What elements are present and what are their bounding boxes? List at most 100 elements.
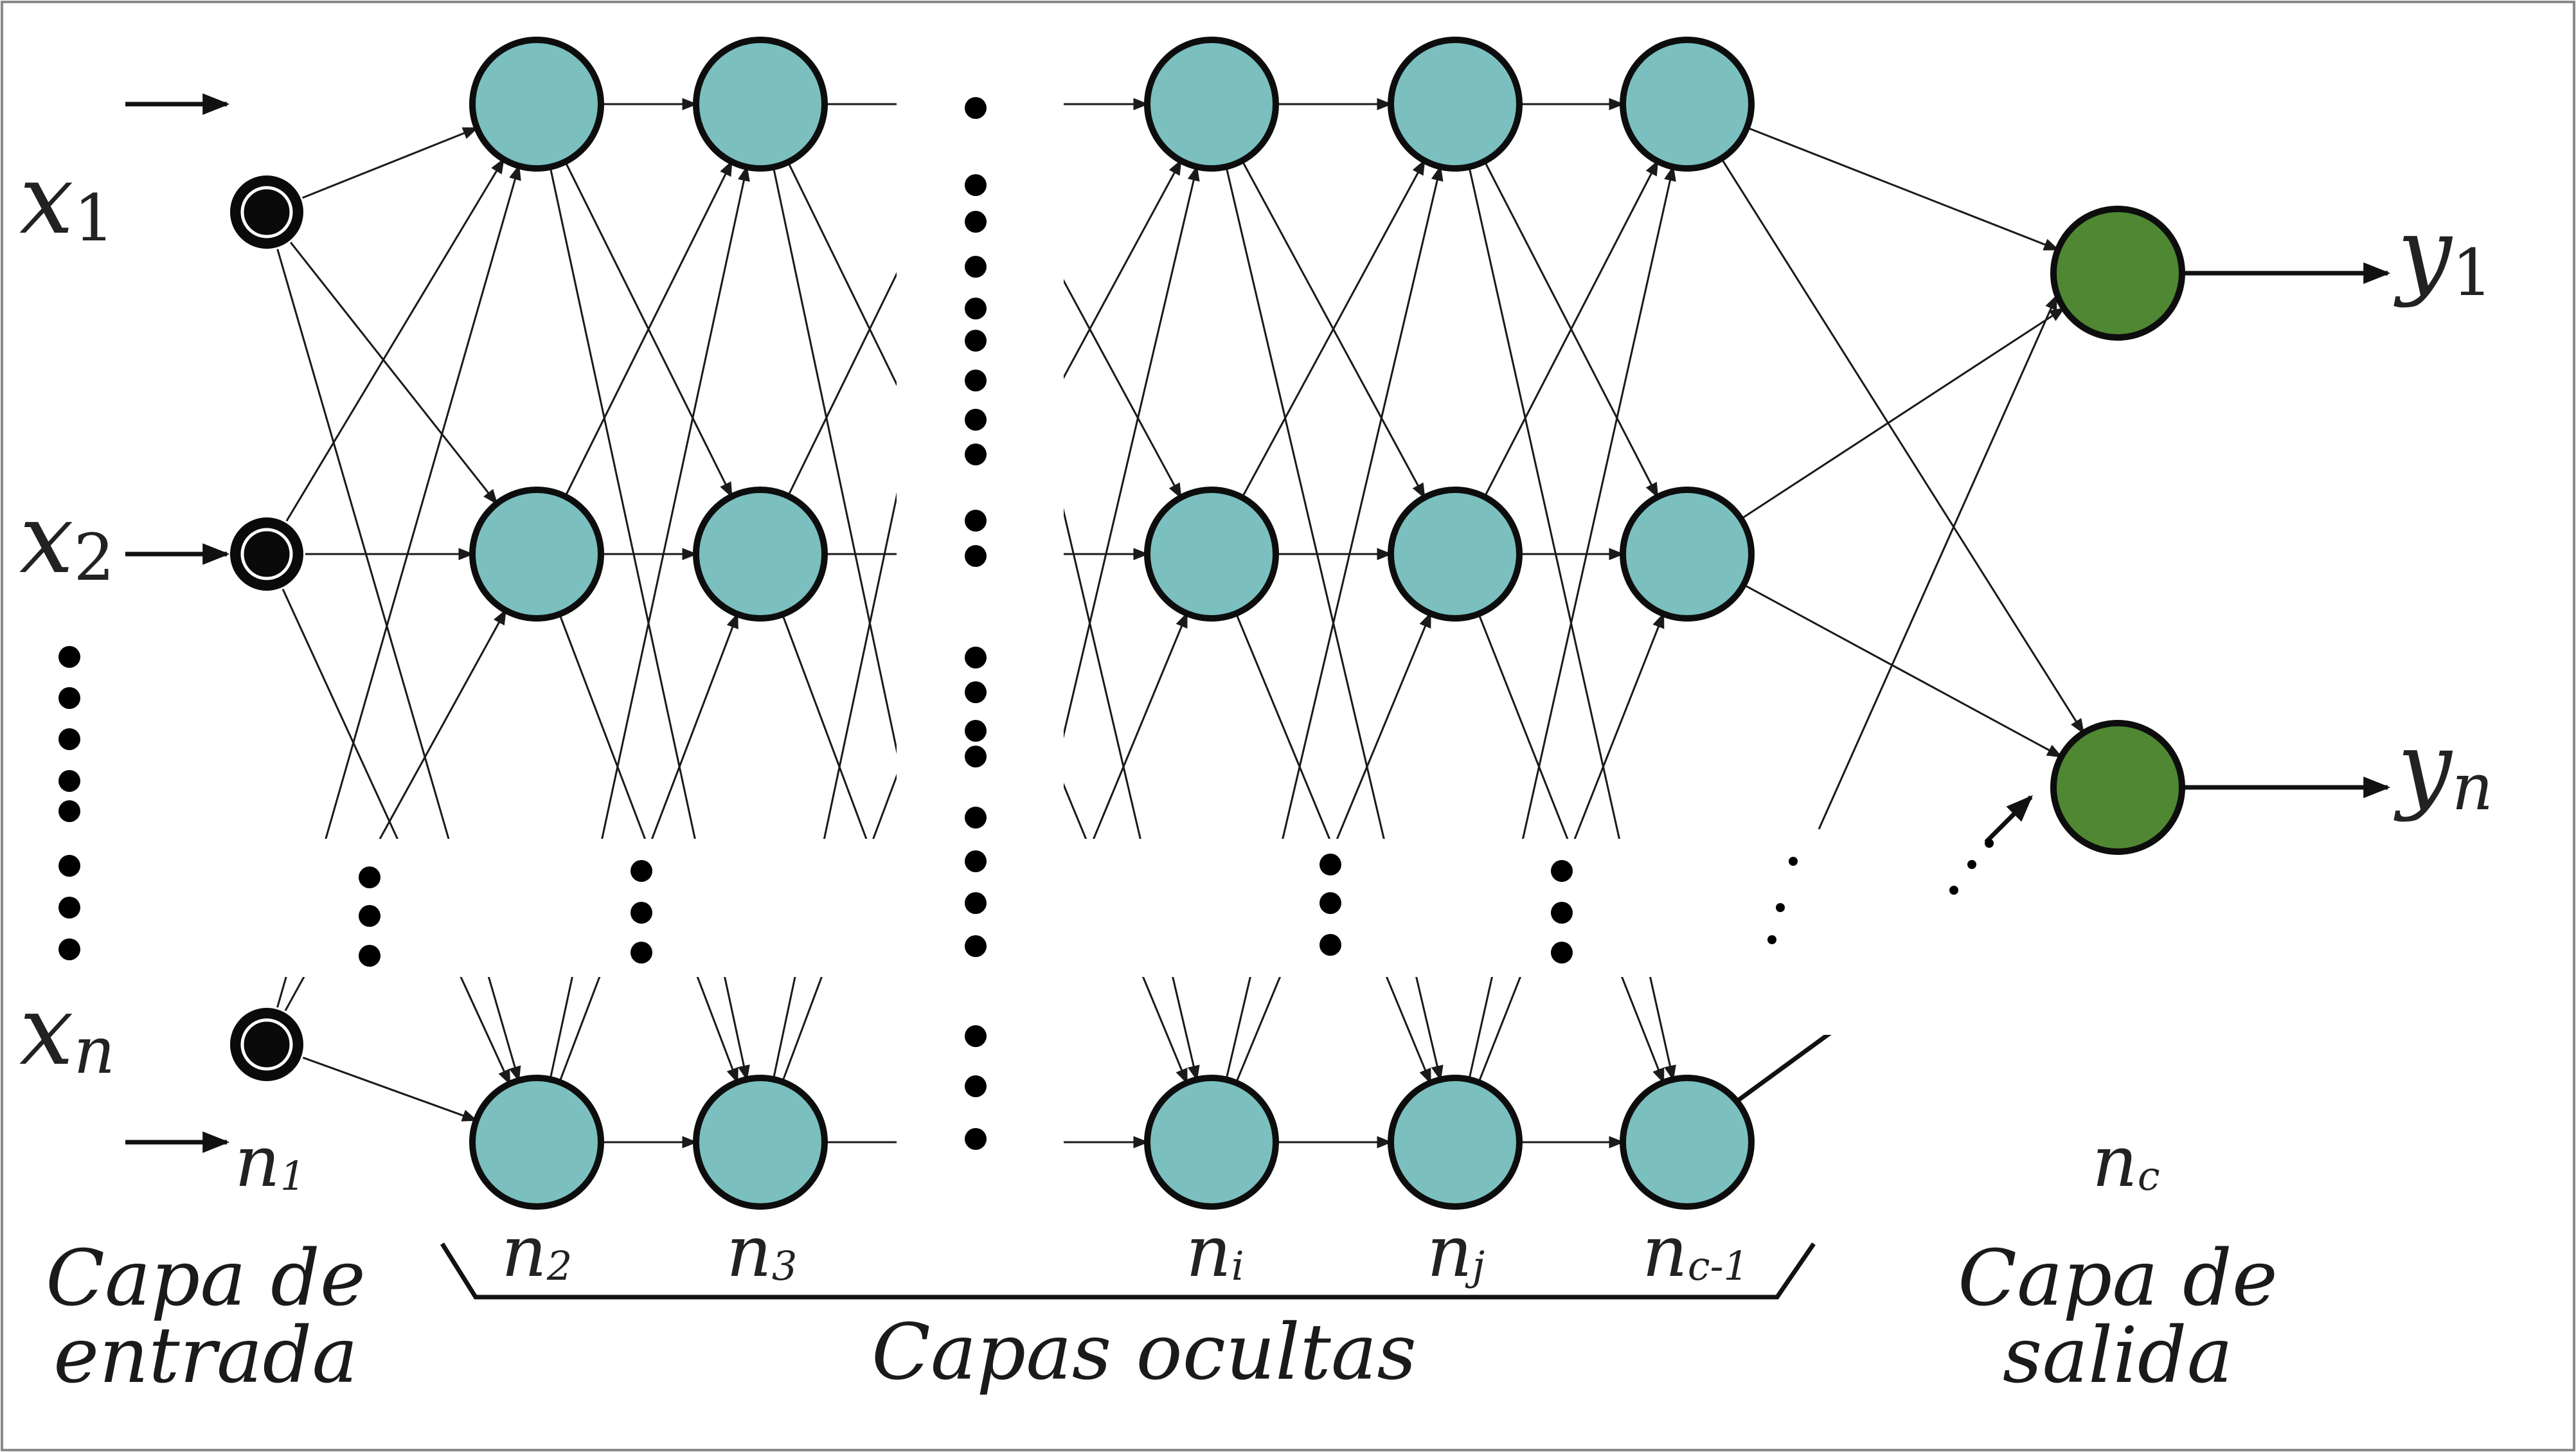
- middle-ellipsis-dot-0: [965, 97, 987, 119]
- layer-size-nc-1: nc-1: [1642, 1210, 1749, 1293]
- output-node-1: [2050, 206, 2185, 341]
- input-ellipsis-dot-6: [58, 897, 80, 919]
- hidden-node-n3-0: [693, 37, 828, 172]
- caption-input-layer-line2: entrada: [53, 1311, 358, 1401]
- hidden-node-nc-1-0: [1620, 37, 1755, 172]
- middle-ellipsis-dot-17: [965, 892, 987, 914]
- hidden-node-nc-1-2: [1620, 1075, 1755, 1210]
- hidden-node-ni-2: [1144, 1075, 1279, 1210]
- layer1-ellipsis-dot-0: [359, 866, 380, 888]
- middle-ellipsis-dot-21: [965, 1128, 987, 1150]
- caption-input-layer-line1: Capa de: [46, 1234, 366, 1323]
- output-ellipsis-dot-5: [1985, 839, 1994, 848]
- output-label-y1: y1: [2393, 197, 2492, 310]
- gap-middle-column: [897, 39, 1064, 1151]
- middle-ellipsis-dot-6: [965, 370, 987, 391]
- middle-ellipsis-dot-19: [965, 1025, 987, 1047]
- input-ellipsis-dot-2: [58, 728, 80, 750]
- middle-ellipsis-dot-8: [965, 444, 987, 465]
- middle-ellipsis-dot-9: [965, 510, 987, 532]
- hidden-node-n2-1: [469, 487, 604, 622]
- edge-in0-h1n0: [302, 127, 479, 199]
- middle-ellipsis-dot-14: [965, 746, 987, 767]
- layer2-ellipsis-dot-0: [631, 860, 652, 882]
- layer1-ellipsis-dot-1: [359, 905, 380, 927]
- layer-size-n1: n1: [235, 1120, 305, 1203]
- middle-ellipsis-dot-7: [965, 409, 987, 431]
- middle-ellipsis-dot-12: [965, 681, 987, 703]
- edge-h3n1-h4n0: [1241, 159, 1426, 498]
- output-ellipsis-dot-2: [1789, 857, 1798, 866]
- caption-hidden-layers: Capas ocultas: [872, 1308, 1417, 1397]
- output-label-yn: yn: [2393, 712, 2493, 825]
- layer4-ellipsis-dot-2: [1551, 942, 1573, 964]
- layer1-ellipsis-dot-2: [359, 945, 380, 967]
- edge-in1-h1n0: [285, 157, 505, 522]
- middle-ellipsis-dot-20: [965, 1075, 987, 1097]
- layer-size-nc: nc: [2092, 1120, 2160, 1203]
- hidden-node-n2-2: [469, 1075, 604, 1210]
- hidden-node-nj-1: [1388, 487, 1523, 622]
- hidden-layers-bracket: [440, 1242, 1816, 1300]
- input-node-2: [230, 517, 303, 591]
- node-layer: [230, 37, 2185, 1210]
- layer2-ellipsis-dot-1: [631, 902, 652, 924]
- caption-output-layer-line2: salida: [2003, 1311, 2233, 1401]
- edge-hlast2-out1: [1984, 795, 2033, 844]
- input-label-xn: xn: [19, 975, 115, 1088]
- gap-output-ellipsis: [1748, 836, 1935, 1035]
- input-ellipsis-dot-5: [58, 855, 80, 877]
- layer4-ellipsis-dot-1: [1551, 902, 1573, 924]
- hidden-node-ni-1: [1144, 487, 1279, 622]
- middle-ellipsis-dot-2: [965, 211, 987, 233]
- hidden-node-n3-2: [693, 1075, 828, 1210]
- input-ellipsis-dot-4: [58, 800, 80, 822]
- edge-in2-h1n2: [302, 1057, 478, 1122]
- hidden-node-nj-0: [1388, 37, 1523, 172]
- output-node-n: [2050, 720, 2185, 855]
- layer-size-nj: nj: [1427, 1210, 1485, 1293]
- middle-ellipsis-dot-3: [965, 256, 987, 278]
- ellipsis-dots: [58, 97, 1994, 1150]
- middle-ellipsis-dot-18: [965, 935, 987, 957]
- layer2-ellipsis-dot-2: [631, 942, 652, 964]
- layer-size-n2: n2: [501, 1210, 572, 1293]
- edge-hlast0-out0: [1746, 127, 2060, 251]
- middle-ellipsis-dot-4: [965, 298, 987, 319]
- output-ellipsis-dot-4: [1967, 860, 1976, 869]
- layer3-ellipsis-dot-2: [1319, 934, 1341, 956]
- layer4-ellipsis-dot-0: [1551, 860, 1573, 882]
- output-ellipsis-dot-0: [1767, 935, 1776, 944]
- input-node-1: [230, 175, 303, 249]
- input-ellipsis-dot-3: [58, 770, 80, 792]
- edge-hlast1-out1: [1743, 584, 2063, 758]
- edge-hlast2-out0: [1818, 294, 2058, 830]
- edge-h1n1-h2n0: [564, 160, 733, 497]
- layer-size-n3: n3: [726, 1210, 797, 1293]
- middle-ellipsis-dot-11: [965, 647, 987, 668]
- edge-in0-h1n1: [290, 242, 498, 505]
- layer-size-ni: ni: [1186, 1210, 1244, 1293]
- input-ellipsis-dot-7: [58, 938, 80, 960]
- caption-output-layer-line1: Capa de: [1958, 1234, 2278, 1323]
- output-ellipsis-dot-1: [1776, 903, 1785, 912]
- middle-ellipsis-dot-5: [965, 330, 987, 352]
- layer3-ellipsis-dot-0: [1319, 854, 1341, 875]
- edge-hlast0-out1: [1721, 157, 2084, 735]
- middle-ellipsis-dot-1: [965, 174, 987, 196]
- hidden-node-n2-0: [469, 37, 604, 172]
- hidden-node-nc-1-1: [1620, 487, 1755, 622]
- hidden-node-ni-0: [1144, 37, 1279, 172]
- output-ellipsis-dot-3: [1949, 886, 1958, 895]
- middle-ellipsis-dot-16: [965, 850, 987, 872]
- input-label-x2: x2: [19, 483, 114, 595]
- hidden-node-n3-1: [693, 487, 828, 622]
- input-ellipsis-dot-0: [58, 646, 80, 668]
- input-ellipsis-dot-1: [58, 687, 80, 709]
- edge-in1-h1n2: [282, 588, 511, 1086]
- edge-h4n1-h5n0: [1483, 159, 1659, 497]
- middle-ellipsis-dot-10: [965, 545, 987, 567]
- layer3-ellipsis-dot-1: [1319, 892, 1341, 914]
